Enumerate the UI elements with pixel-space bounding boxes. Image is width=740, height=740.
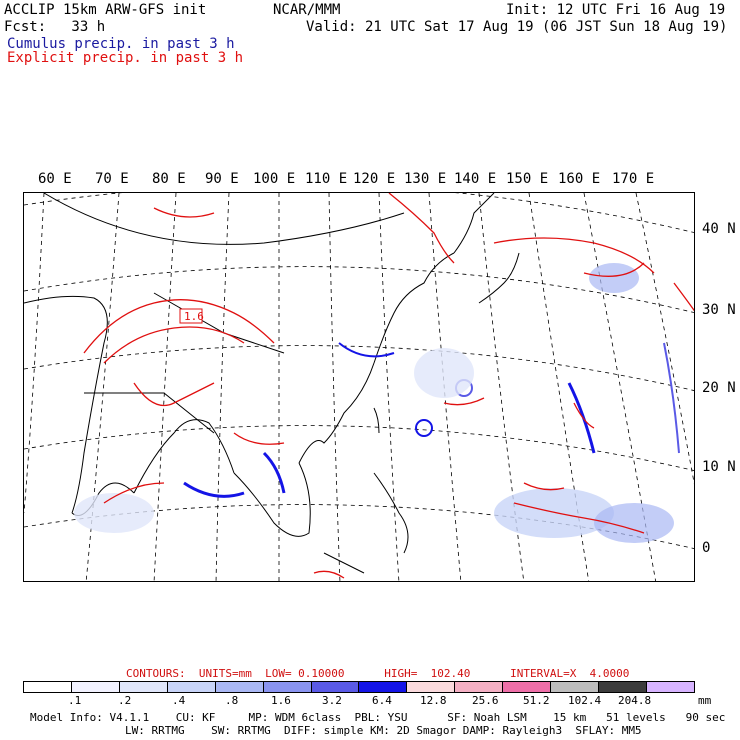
color-scale-bar bbox=[23, 681, 695, 693]
scale-tick: 102.4 bbox=[568, 694, 602, 707]
color-scale-swatch bbox=[455, 682, 504, 692]
lat-label: 0 bbox=[702, 540, 711, 556]
scale-units: mm bbox=[698, 694, 712, 707]
scale-tick: 1.6 bbox=[271, 694, 291, 707]
graticule bbox=[24, 193, 694, 581]
color-scale-swatch bbox=[551, 682, 600, 692]
scale-tick: .4 bbox=[172, 694, 186, 707]
lon-label: 140 E bbox=[454, 171, 497, 187]
lon-label: 150 E bbox=[506, 171, 549, 187]
cumulus-precip-field bbox=[74, 263, 680, 543]
lon-label: 170 E bbox=[612, 171, 655, 187]
color-scale-swatch bbox=[215, 682, 264, 692]
valid-time: Valid: 21 UTC Sat 17 Aug 19 (06 JST Sun … bbox=[306, 19, 728, 35]
model-physics: LW: RRTMG SW: RRTMG DIFF: simple KM: 2D … bbox=[125, 724, 642, 737]
color-scale-swatch bbox=[503, 682, 552, 692]
scale-tick: 51.2 bbox=[523, 694, 550, 707]
run-title: ACCLIP 15km ARW-GFS init bbox=[4, 2, 207, 18]
color-scale-swatch bbox=[311, 682, 360, 692]
lon-label: 80 E bbox=[152, 171, 186, 187]
scale-tick: .2 bbox=[118, 694, 132, 707]
color-scale-swatch bbox=[119, 682, 168, 692]
contour-label-box bbox=[179, 308, 203, 324]
map-canvas bbox=[24, 193, 694, 581]
color-scale-swatch bbox=[359, 682, 408, 692]
model-info: Model Info: V4.1.1 CU: KF MP: WDM 6class… bbox=[30, 711, 726, 724]
color-scale-swatch bbox=[646, 682, 694, 692]
lon-label: 100 E bbox=[253, 171, 296, 187]
scale-tick: 3.2 bbox=[322, 694, 342, 707]
precip-map: 1.6 bbox=[23, 192, 695, 582]
lat-label: 30 N bbox=[702, 302, 736, 318]
color-scale-swatch bbox=[24, 682, 72, 692]
scale-tick: .1 bbox=[68, 694, 82, 707]
cumulus-precip-legend: Cumulus precip. in past 3 h bbox=[7, 36, 235, 52]
color-scale-swatch bbox=[167, 682, 216, 692]
lon-label: 60 E bbox=[38, 171, 72, 187]
lon-label: 160 E bbox=[558, 171, 601, 187]
lon-label: 130 E bbox=[404, 171, 447, 187]
scale-tick: 204.8 bbox=[618, 694, 652, 707]
lat-label: 40 N bbox=[702, 221, 736, 237]
color-scale-swatch bbox=[263, 682, 312, 692]
contours-info: CONTOURS: UNITS=mm LOW= 0.10000 HIGH= 10… bbox=[126, 667, 630, 680]
lat-label: 10 N bbox=[702, 459, 736, 475]
explicit-precip-legend: Explicit precip. in past 3 h bbox=[7, 50, 244, 66]
scale-tick: 12.8 bbox=[420, 694, 447, 707]
lon-label: 110 E bbox=[305, 171, 348, 187]
scale-tick: 6.4 bbox=[372, 694, 392, 707]
color-scale-swatch bbox=[71, 682, 120, 692]
lon-label: 70 E bbox=[95, 171, 129, 187]
lat-label: 20 N bbox=[702, 380, 736, 396]
scale-tick: 25.6 bbox=[472, 694, 499, 707]
lon-label: 120 E bbox=[353, 171, 396, 187]
contour-label: 1.6 bbox=[184, 310, 204, 323]
color-scale-swatch bbox=[599, 682, 647, 692]
lon-label: 90 E bbox=[205, 171, 239, 187]
color-scale-swatch bbox=[407, 682, 456, 692]
institution-label: NCAR/MMM bbox=[273, 2, 341, 18]
forecast-hour: Fcst: 33 h bbox=[4, 19, 106, 35]
explicit-precip-contours bbox=[83, 193, 694, 579]
coastlines bbox=[24, 193, 520, 574]
init-time: Init: 12 UTC Fri 16 Aug 19 bbox=[506, 2, 726, 18]
scale-tick: .8 bbox=[225, 694, 239, 707]
